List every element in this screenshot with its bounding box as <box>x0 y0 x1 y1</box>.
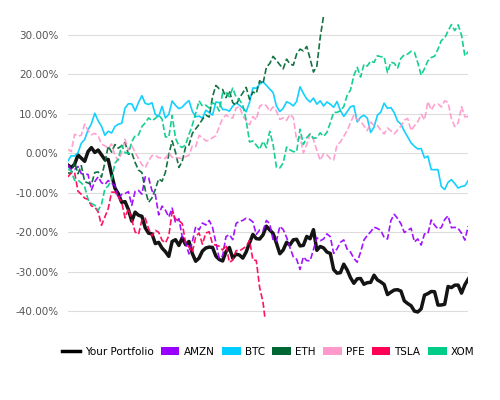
Legend: Your Portfolio, AMZN, BTC, ETH, PFE, TSLA, XOM: Your Portfolio, AMZN, BTC, ETH, PFE, TSL… <box>58 342 478 361</box>
